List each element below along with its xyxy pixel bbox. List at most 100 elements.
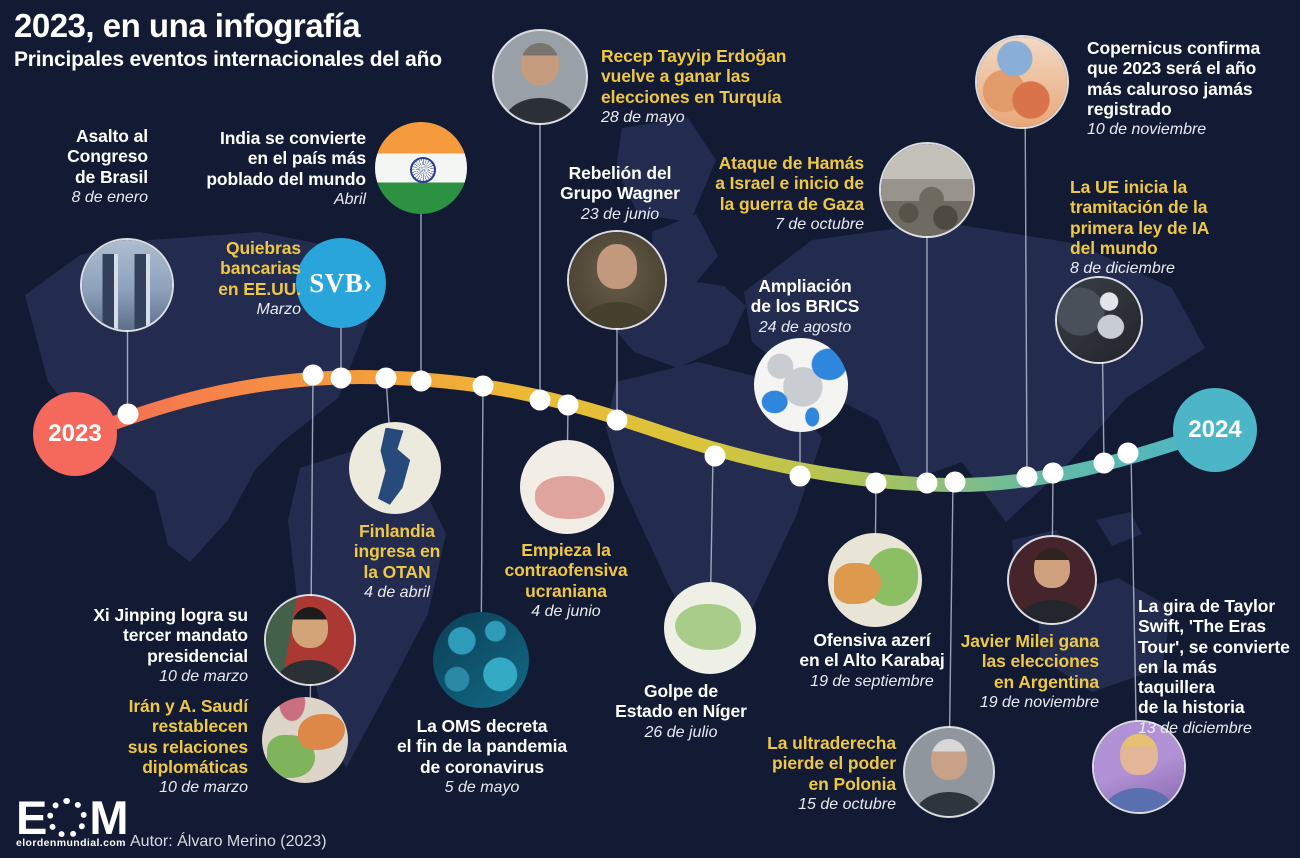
event-title: Golpe de Estado en Níger	[615, 681, 747, 722]
year-2024-label: 2024	[1188, 416, 1242, 443]
event-niger-label: Golpe de Estado en Níger 26 de julio	[591, 681, 771, 742]
timeline-dot	[704, 445, 726, 467]
event-copernicus-label: Copernicus confirma que 2023 será el año…	[1087, 38, 1260, 139]
year-2023-bubble: 2023	[33, 392, 117, 476]
timeline-dot	[472, 375, 494, 397]
gaza-rubble-image	[881, 144, 973, 236]
event-milei-label: Javier Milei gana las elecciones en Arge…	[961, 631, 1099, 712]
event-date: 13 de diciembre	[1138, 719, 1252, 737]
event-title: Copernicus confirma que 2023 será el año…	[1087, 38, 1261, 119]
event-date: 4 de abril	[364, 583, 430, 601]
event-date: 5 de mayo	[444, 778, 520, 796]
event-title: La UE inicia la tramitación de la primer…	[1070, 177, 1210, 258]
event-gaza-label: Ataque de Hamás a Israel e inicio de la …	[715, 153, 864, 234]
event-title: India se convierte en el país más poblad…	[206, 128, 366, 189]
event-title: Ofensiva azerí en el Alto Karabaj	[799, 630, 945, 671]
event-date: 24 de agosto	[758, 318, 852, 336]
connector-line	[948, 481, 954, 773]
event-erdogan-label: Recep Tayyip Erdoğan vuelve a ganar las …	[601, 46, 786, 127]
event-svb-label: Quiebras bancarias en EE.UU. Marzo	[218, 238, 301, 319]
event-title: Rebelión del Grupo Wagner	[560, 163, 680, 204]
event-date: 10 de marzo	[159, 667, 248, 685]
timeline-dots	[117, 364, 1139, 494]
event-brasil-label: Asalto al Congreso de Brasil 8 de enero	[67, 126, 148, 207]
timeline-dot	[916, 472, 938, 494]
timeline-dot	[117, 403, 139, 425]
event-title: La ultraderecha pierde el poder en Polon…	[767, 733, 896, 794]
prigozhin-portrait	[569, 232, 665, 328]
event-title: Quiebras bancarias en EE.UU.	[218, 238, 301, 299]
event-india-label: India se convierte en el país más poblad…	[206, 128, 366, 209]
timeline-dot	[1117, 442, 1139, 464]
event-date: 7 de octubre	[775, 215, 864, 233]
event-taylor-label: La gira de Taylor Swift, 'The Eras Tour'…	[1138, 596, 1298, 738]
event-oms-label: La OMS decreta el fin de la pandemia de …	[367, 716, 597, 797]
svb-logo-text: SVB›	[309, 267, 373, 298]
timeline-dot	[302, 364, 324, 386]
coronavirus-image	[433, 612, 529, 708]
erdogan-portrait	[494, 31, 586, 123]
event-ukraine-label: Empieza la contraofensiva ucraniana 4 de…	[476, 540, 656, 621]
timeline-dot	[1042, 462, 1064, 484]
timeline-dot	[557, 394, 579, 416]
eom-logo-e: E	[16, 791, 47, 844]
event-date: 8 de enero	[71, 188, 148, 206]
event-title: Ampliación de los BRICS	[750, 276, 860, 317]
event-date: 8 de diciembre	[1070, 260, 1175, 278]
timeline-dot	[865, 472, 887, 494]
karabakh-map-image	[828, 533, 922, 627]
year-2023-label: 2023	[48, 420, 102, 447]
year-2024-bubble: 2024	[1173, 388, 1257, 472]
event-title: La OMS decreta el fin de la pandemia de …	[396, 716, 568, 777]
copernicus-anomaly-map-image	[977, 37, 1067, 127]
event-iran-saudi-label: Irán y A. Saudí restablecen sus relacion…	[128, 696, 248, 797]
timeline-dot	[375, 367, 397, 389]
page-subtitle: Principales eventos internacionales del …	[14, 48, 442, 72]
svb-logo: SVB›	[296, 238, 386, 328]
event-title: Javier Milei gana las elecciones en Arge…	[960, 631, 1099, 692]
ai-robot-image	[1057, 278, 1141, 362]
event-date: 10 de marzo	[159, 779, 248, 797]
event-title: Ataque de Hamás a Israel e inicio de la …	[715, 153, 864, 214]
brasil-congress-image	[82, 240, 172, 330]
finland-map-image	[349, 422, 441, 514]
event-title: La gira de Taylor Swift, 'The Eras Tour'…	[1138, 596, 1290, 718]
eom-logo: E M elordenmundial.com	[16, 791, 129, 849]
eom-logo-m: M	[89, 791, 128, 844]
timeline-dot	[330, 367, 352, 389]
event-title: Xi Jinping logra su tercer mandato presi…	[93, 605, 248, 666]
event-wagner-label: Rebelión del Grupo Wagner 23 de junio	[525, 163, 715, 224]
event-ai-law-label: La UE inicia la tramitación de la primer…	[1070, 177, 1209, 278]
author-credit: Autor: Álvaro Merino (2023)	[130, 833, 327, 850]
event-date: Abril	[333, 190, 366, 208]
event-title: Irán y A. Saudí restablecen sus relacion…	[127, 696, 248, 777]
page-title: 2023, en una infografía	[14, 7, 361, 44]
event-date: 28 de mayo	[601, 108, 685, 126]
niger-map-image	[664, 582, 756, 674]
event-date: 15 de octubre	[798, 795, 896, 813]
header: 2023, en una infografía Principales even…	[14, 7, 442, 72]
event-date: 26 de julio	[644, 723, 718, 741]
event-date: Marzo	[256, 300, 301, 318]
xi-jinping-portrait	[266, 596, 354, 684]
event-title: Finlandia ingresa en la OTAN	[353, 521, 441, 582]
tusk-portrait	[905, 728, 993, 816]
event-date: 19 de septiembre	[810, 672, 934, 690]
connector-line	[1024, 81, 1028, 478]
event-date: 4 de junio	[531, 602, 601, 620]
event-date: 19 de noviembre	[979, 693, 1099, 711]
iran-saudi-map-image	[262, 697, 348, 783]
event-title: Recep Tayyip Erdoğan vuelve a ganar las …	[601, 46, 787, 107]
timeline-dot	[606, 409, 628, 431]
event-poland-label: La ultraderecha pierde el poder en Polon…	[767, 733, 896, 814]
milei-portrait	[1009, 537, 1095, 623]
timeline-dot	[529, 389, 551, 411]
timeline-dot	[789, 465, 811, 487]
timeline-dot	[1093, 452, 1115, 474]
eom-site-label: elordenmundial.com	[16, 837, 126, 849]
taylor-swift-portrait	[1094, 722, 1184, 812]
eom-logo-o-icon	[47, 797, 88, 838]
ukraine-front-map-image	[520, 440, 614, 534]
event-brics-label: Ampliación de los BRICS 24 de agosto	[725, 276, 885, 337]
